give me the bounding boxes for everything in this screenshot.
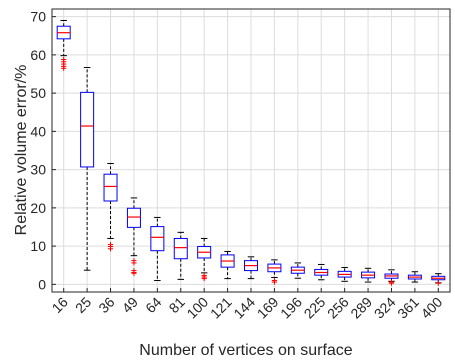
box-400 [431,273,446,286]
box-49 [126,197,141,276]
y-tick-label: 0 [38,276,46,292]
y-tick-label: 40 [30,123,46,139]
iqr-box [150,226,165,252]
box-196 [290,262,305,279]
y-tick-label: 50 [30,85,46,101]
box-81 [173,231,188,280]
outlier-marker [388,280,395,286]
y-axis-title: Relative volume error/% [13,65,30,236]
y-tick-label: 20 [30,200,46,216]
box-225 [314,263,329,281]
box-25 [80,67,95,271]
box-361 [407,271,422,283]
box-144 [244,256,258,280]
boxes-group [56,19,446,286]
gridlines [52,9,450,292]
plot-frame [51,8,451,293]
y-tick-label: 70 [30,9,46,25]
box-16 [56,19,71,71]
outlier-marker [131,270,137,276]
iqr-box [80,91,95,168]
box-324 [384,269,399,286]
box-289 [361,267,376,283]
outlier-marker [107,246,114,252]
y-tick-label: 10 [30,238,46,254]
outlier-marker [61,65,67,71]
outlier-marker [131,260,137,266]
outlier-marker [271,279,278,285]
box-256 [337,267,352,282]
iqr-box [126,207,141,228]
iqr-box [103,173,118,202]
box-36 [103,163,118,252]
outlier-marker [435,280,441,286]
box-100 [197,237,212,282]
box-121 [220,250,235,280]
y-tick-label: 60 [30,47,46,63]
x-axis-title: Number of vertices on surface [139,342,353,359]
outlier-marker [201,276,207,282]
y-tick-label: 30 [30,162,46,178]
box-169 [267,259,282,285]
box-64 [150,216,165,282]
y-axis-ticks: 0 10 20 30 40 50 60 70 [30,9,56,292]
iqr-box [173,237,188,260]
